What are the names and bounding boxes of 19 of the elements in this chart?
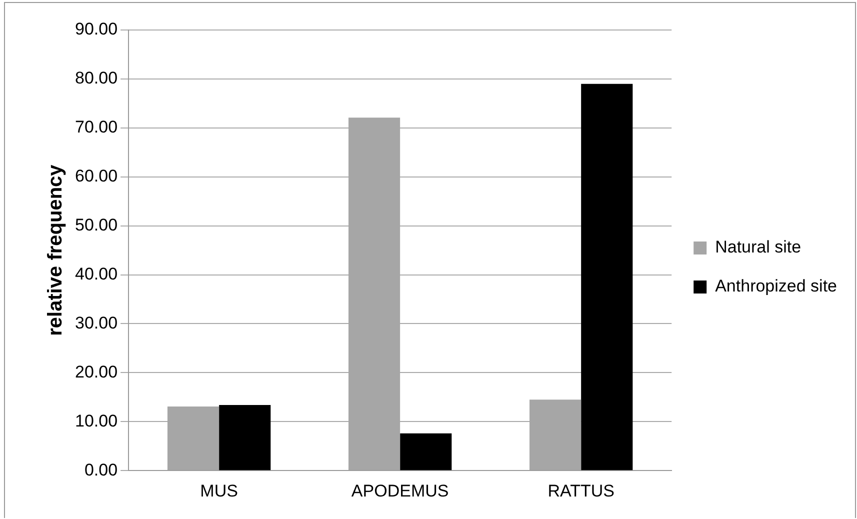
legend-label: Natural site (715, 238, 802, 257)
y-tick-label: 0.00 (84, 460, 118, 480)
y-tick-label: 60.00 (74, 166, 118, 186)
y-tick-label: 70.00 (74, 118, 118, 137)
y-tick-label: 40.00 (74, 264, 118, 284)
y-tick-label: 80.00 (74, 68, 118, 88)
x-tick-label: MUS (200, 481, 238, 500)
y-tick-label: 90.00 (74, 20, 118, 39)
legend-label: Anthropized site (715, 276, 837, 296)
x-tick-label: RATTUS (548, 481, 614, 500)
bar (400, 433, 452, 470)
y-tick-label: 30.00 (74, 313, 118, 332)
bar (219, 405, 271, 470)
y-axis-title: relative frequency (44, 164, 67, 336)
y-tick-label: 50.00 (74, 216, 118, 235)
y-tick-label: 20.00 (74, 362, 118, 382)
y-tick-label: 10.00 (74, 411, 118, 430)
bar (581, 84, 633, 470)
x-tick-label: APODEMUS (351, 481, 449, 500)
